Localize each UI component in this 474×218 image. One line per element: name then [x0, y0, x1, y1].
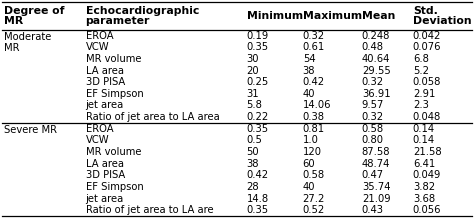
Text: Maximum: Maximum: [303, 11, 362, 21]
Text: EROA: EROA: [86, 124, 113, 134]
Text: 0.32: 0.32: [362, 112, 384, 122]
Text: 40: 40: [303, 89, 315, 99]
Text: jet area: jet area: [86, 100, 124, 111]
Text: 0.38: 0.38: [303, 112, 325, 122]
Text: 0.35: 0.35: [246, 205, 269, 215]
Text: 3.82: 3.82: [413, 182, 435, 192]
Text: 0.042: 0.042: [413, 31, 441, 41]
Text: jet area: jet area: [86, 194, 124, 204]
Text: 0.61: 0.61: [303, 42, 325, 52]
Text: 5.2: 5.2: [413, 66, 429, 76]
Text: 0.32: 0.32: [362, 77, 384, 87]
Text: 3.68: 3.68: [413, 194, 435, 204]
Text: 6.41: 6.41: [413, 159, 435, 169]
Text: 0.42: 0.42: [303, 77, 325, 87]
Text: 0.5: 0.5: [246, 135, 263, 145]
Text: 40.64: 40.64: [362, 54, 390, 64]
Text: Severe MR: Severe MR: [4, 125, 57, 135]
Text: 0.43: 0.43: [362, 205, 384, 215]
Text: Std.
Deviation: Std. Deviation: [413, 5, 472, 26]
Text: 9.57: 9.57: [362, 100, 384, 111]
Text: 31: 31: [246, 89, 259, 99]
Text: 0.32: 0.32: [303, 31, 325, 41]
Text: 21.58: 21.58: [413, 147, 441, 157]
Text: 0.81: 0.81: [303, 124, 325, 134]
Text: 0.25: 0.25: [246, 77, 269, 87]
Text: 2.3: 2.3: [413, 100, 428, 111]
Text: 14.8: 14.8: [246, 194, 269, 204]
Text: 0.80: 0.80: [362, 135, 384, 145]
Text: 40: 40: [303, 182, 315, 192]
Text: 3D PISA: 3D PISA: [86, 170, 125, 180]
Text: Minimum: Minimum: [246, 11, 303, 21]
Text: 27.2: 27.2: [303, 194, 325, 204]
Text: Degree of
MR: Degree of MR: [4, 5, 64, 26]
Text: EROA: EROA: [86, 31, 113, 41]
Text: 30: 30: [246, 54, 259, 64]
Text: Ratio of jet area to LA are: Ratio of jet area to LA are: [86, 205, 213, 215]
Text: 36.91: 36.91: [362, 89, 391, 99]
Text: 0.056: 0.056: [413, 205, 441, 215]
Text: 0.049: 0.049: [413, 170, 441, 180]
Text: 20: 20: [246, 66, 259, 76]
Text: 0.58: 0.58: [303, 170, 325, 180]
Text: 54: 54: [303, 54, 315, 64]
Text: 0.35: 0.35: [246, 124, 269, 134]
Text: 50: 50: [246, 147, 259, 157]
Text: MR volume: MR volume: [86, 54, 141, 64]
Text: 0.058: 0.058: [413, 77, 441, 87]
Text: Echocardiographic
parameter: Echocardiographic parameter: [86, 5, 199, 26]
Text: EF Simpson: EF Simpson: [86, 182, 143, 192]
Text: 0.248: 0.248: [362, 31, 390, 41]
Text: VCW: VCW: [86, 42, 109, 52]
Text: 87.58: 87.58: [362, 147, 391, 157]
Text: 28: 28: [246, 182, 259, 192]
Text: 0.58: 0.58: [362, 124, 384, 134]
Text: 38: 38: [246, 159, 259, 169]
Text: 14.06: 14.06: [303, 100, 331, 111]
Text: Ratio of jet area to LA area: Ratio of jet area to LA area: [86, 112, 219, 122]
Text: 2.91: 2.91: [413, 89, 435, 99]
Text: 0.42: 0.42: [246, 170, 269, 180]
Text: 5.8: 5.8: [246, 100, 263, 111]
Text: 0.47: 0.47: [362, 170, 384, 180]
Text: 60: 60: [303, 159, 315, 169]
Text: Mean: Mean: [362, 11, 395, 21]
Text: 0.14: 0.14: [413, 135, 435, 145]
Text: LA area: LA area: [86, 66, 124, 76]
Text: 0.048: 0.048: [413, 112, 441, 122]
Text: 3D PISA: 3D PISA: [86, 77, 125, 87]
Text: 0.48: 0.48: [362, 42, 384, 52]
Text: 38: 38: [303, 66, 315, 76]
Text: 0.19: 0.19: [246, 31, 269, 41]
Text: 21.09: 21.09: [362, 194, 391, 204]
Text: MR volume: MR volume: [86, 147, 141, 157]
Text: 120: 120: [303, 147, 322, 157]
Text: EF Simpson: EF Simpson: [86, 89, 143, 99]
Text: 35.74: 35.74: [362, 182, 391, 192]
Text: Moderate
MR: Moderate MR: [4, 32, 51, 53]
Text: LA area: LA area: [86, 159, 124, 169]
Text: 0.52: 0.52: [303, 205, 325, 215]
Text: 0.14: 0.14: [413, 124, 435, 134]
Text: 6.8: 6.8: [413, 54, 428, 64]
Text: VCW: VCW: [86, 135, 109, 145]
Text: 0.076: 0.076: [413, 42, 441, 52]
Text: 29.55: 29.55: [362, 66, 391, 76]
Text: 48.74: 48.74: [362, 159, 390, 169]
Text: 0.22: 0.22: [246, 112, 269, 122]
Text: 1.0: 1.0: [303, 135, 319, 145]
Text: 0.35: 0.35: [246, 42, 269, 52]
